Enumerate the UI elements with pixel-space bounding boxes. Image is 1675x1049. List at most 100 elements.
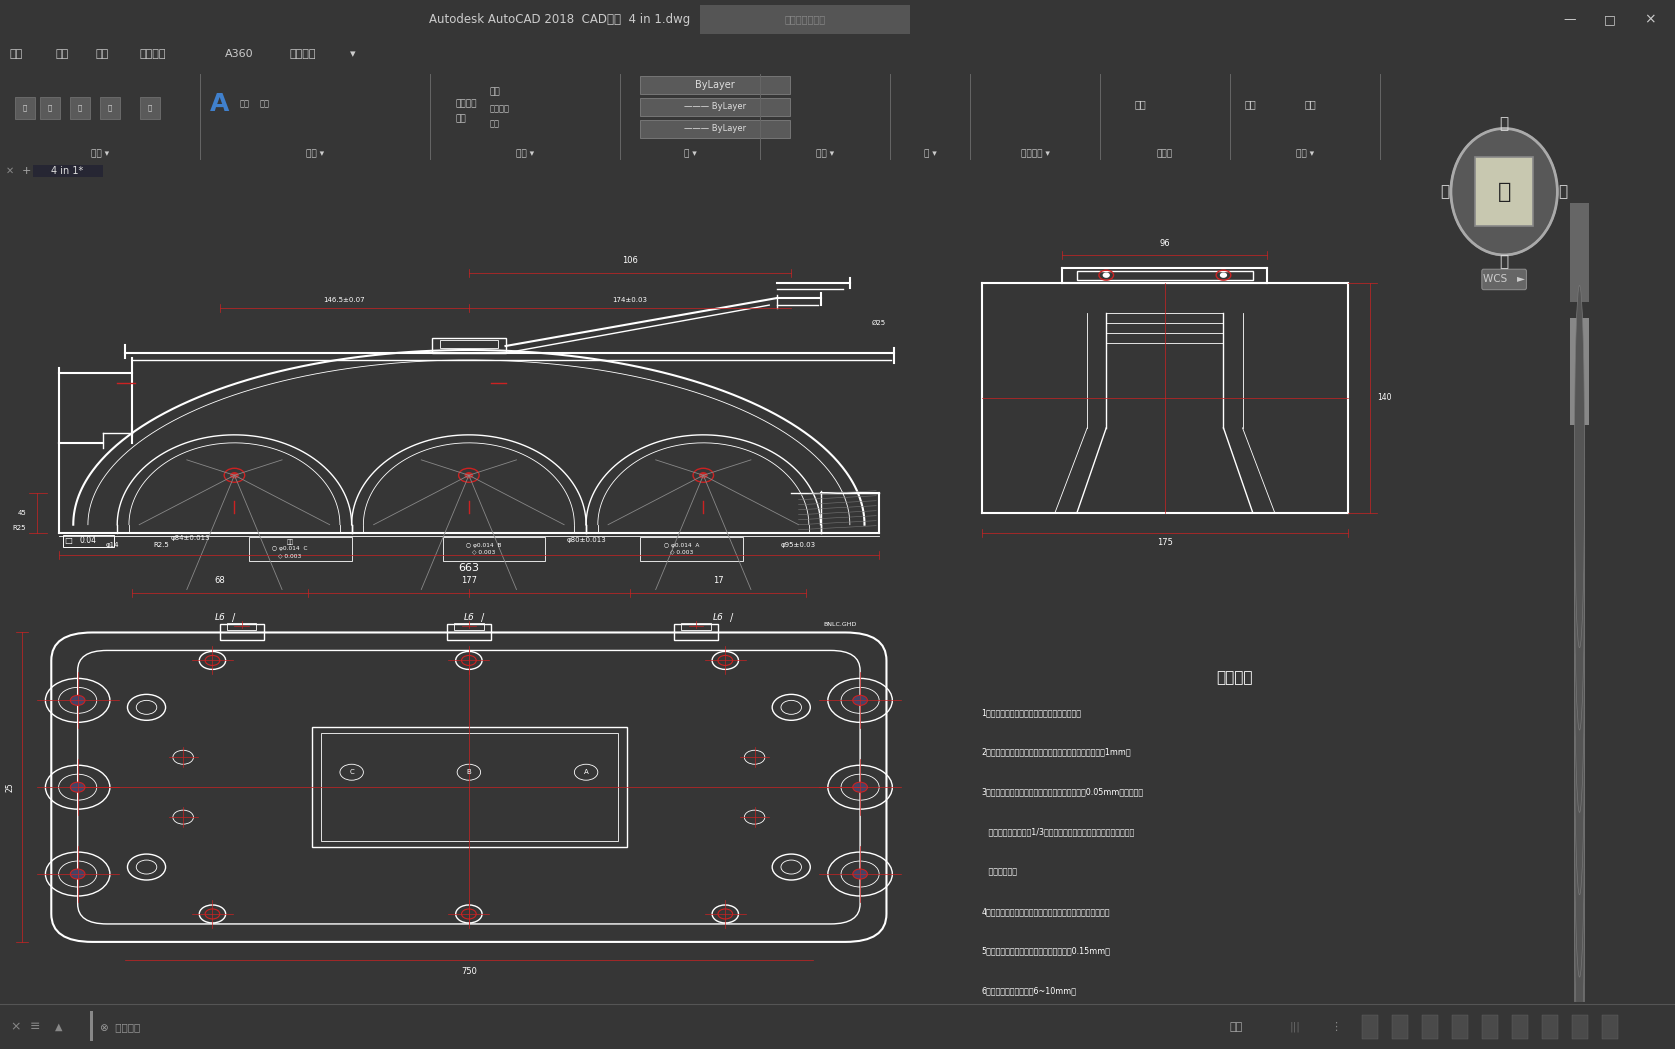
Text: 6、筱钉的钉栓圆角半径6~10mm。: 6、筱钉的钉栓圆角半径6~10mm。 [982, 986, 1077, 996]
Bar [1476, 157, 1533, 227]
Text: 阵: 阵 [77, 105, 82, 111]
Bar [439, 340, 497, 348]
Text: □: □ [1605, 13, 1616, 26]
Text: 文字: 文字 [240, 100, 250, 108]
Text: 750: 750 [461, 967, 477, 976]
Bar [219, 624, 263, 641]
Text: ✕: ✕ [5, 166, 13, 176]
Circle shape [1574, 533, 1585, 895]
Text: 修改 ▾: 修改 ▾ [90, 150, 109, 158]
Text: |||: ||| [1290, 1022, 1301, 1032]
Text: 匹配图层: 匹配图层 [456, 100, 476, 108]
Text: A: A [583, 769, 588, 775]
Text: 创建: 创建 [491, 87, 501, 97]
Bar [682, 622, 710, 630]
Bar [250, 537, 352, 560]
Text: φ84±0.013: φ84±0.013 [171, 535, 211, 540]
Bar [640, 537, 744, 560]
Bar [1452, 1014, 1467, 1039]
Bar [432, 338, 506, 354]
Text: C: C [350, 769, 353, 775]
Text: 45: 45 [18, 510, 27, 516]
Circle shape [1574, 450, 1585, 812]
Text: 输入关键字搜索: 输入关键字搜索 [784, 15, 826, 24]
Text: 4 in 1*: 4 in 1* [52, 166, 84, 176]
Text: BNLC.GHD: BNLC.GHD [824, 622, 858, 627]
Circle shape [70, 869, 85, 879]
Text: A: A [211, 92, 229, 116]
Text: ⊗  输入命令: ⊗ 输入命令 [100, 1022, 141, 1032]
Text: ○ φ0.014  B
◇ 0.003: ○ φ0.014 B ◇ 0.003 [466, 542, 501, 555]
Text: 视图 ▾: 视图 ▾ [1296, 150, 1315, 158]
Text: 块 ▾: 块 ▾ [683, 150, 697, 158]
Text: 北: 北 [1499, 115, 1509, 131]
Circle shape [1574, 285, 1585, 647]
Circle shape [466, 473, 472, 477]
Text: 剪切板: 剪切板 [1157, 150, 1172, 158]
Text: 编辑属性: 编辑属性 [491, 105, 509, 113]
Circle shape [1451, 129, 1558, 255]
Text: 特性 ▾: 特性 ▾ [816, 150, 834, 158]
Text: ▾: ▾ [350, 49, 355, 59]
Text: —: — [1564, 13, 1576, 26]
Text: 1、铸铁铸造后应进行清砂，并进行时效处理。: 1、铸铁铸造后应进行清砂，并进行时效处理。 [982, 708, 1082, 716]
Bar [322, 733, 618, 841]
Circle shape [70, 695, 85, 705]
Text: ▲: ▲ [55, 1022, 62, 1032]
Bar [228, 622, 256, 630]
Text: 组 ▾: 组 ▾ [923, 150, 936, 158]
Bar [1077, 271, 1253, 280]
Bar [312, 727, 626, 848]
Bar [40, 98, 60, 119]
Text: ——— ByLayer: ——— ByLayer [683, 103, 745, 111]
Bar [1422, 1014, 1439, 1039]
Text: 25: 25 [5, 783, 15, 792]
Circle shape [1574, 615, 1585, 977]
Text: ByLayer: ByLayer [695, 80, 735, 90]
Bar [141, 98, 161, 119]
Text: 精选应用: 精选应用 [290, 49, 317, 59]
Bar [100, 98, 121, 119]
Text: ⋮: ⋮ [1330, 1022, 1342, 1032]
Text: 旋: 旋 [23, 105, 27, 111]
Text: R25: R25 [13, 524, 27, 531]
Circle shape [853, 869, 868, 879]
Bar [640, 98, 791, 116]
Text: φ14: φ14 [106, 541, 119, 548]
Text: ——— ByLayer: ——— ByLayer [683, 125, 745, 133]
Text: 注释 ▾: 注释 ▾ [307, 150, 323, 158]
Text: 附加模块: 附加模块 [141, 49, 166, 59]
Bar [1513, 1014, 1528, 1039]
Text: φ95±0.03: φ95±0.03 [781, 541, 816, 548]
Bar [454, 622, 484, 630]
Text: 标注: 标注 [260, 100, 270, 108]
Text: 技术要求: 技术要求 [1216, 670, 1253, 685]
Text: 属性: 属性 [456, 114, 466, 124]
Text: 175: 175 [1157, 538, 1172, 547]
Text: ×: × [10, 1021, 20, 1033]
Text: L6: L6 [214, 613, 224, 622]
Bar [70, 98, 90, 119]
Circle shape [1574, 779, 1585, 1049]
FancyBboxPatch shape [1482, 270, 1526, 290]
Circle shape [231, 473, 238, 477]
Circle shape [700, 473, 707, 477]
Text: 5、轴承孔中心载与划分面不整合度应小于0.15mm。: 5、轴承孔中心载与划分面不整合度应小于0.15mm。 [982, 947, 1111, 956]
Text: 匹配: 匹配 [491, 120, 501, 128]
Text: ×: × [1645, 13, 1657, 26]
Text: φ80±0.013: φ80±0.013 [566, 537, 606, 542]
Text: B: B [467, 769, 471, 775]
Text: 实用工具 ▾: 实用工具 ▾ [1020, 150, 1050, 158]
Text: 西: 西 [1440, 185, 1449, 199]
Text: 基点: 基点 [1305, 99, 1317, 109]
Text: R2.5: R2.5 [154, 541, 169, 548]
Text: 上: 上 [1497, 181, 1511, 201]
Bar [1601, 1014, 1618, 1039]
Text: 粗糙
○ φ0.014  C
◇ 0.003: 粗糙 ○ φ0.014 C ◇ 0.003 [273, 539, 308, 558]
Bar [1573, 1014, 1588, 1039]
Text: 174±0.03: 174±0.03 [613, 297, 648, 303]
Bar [64, 535, 114, 547]
Text: /: / [481, 613, 484, 622]
Text: 17: 17 [712, 576, 724, 584]
Text: WCS   ►: WCS ► [1482, 275, 1526, 284]
